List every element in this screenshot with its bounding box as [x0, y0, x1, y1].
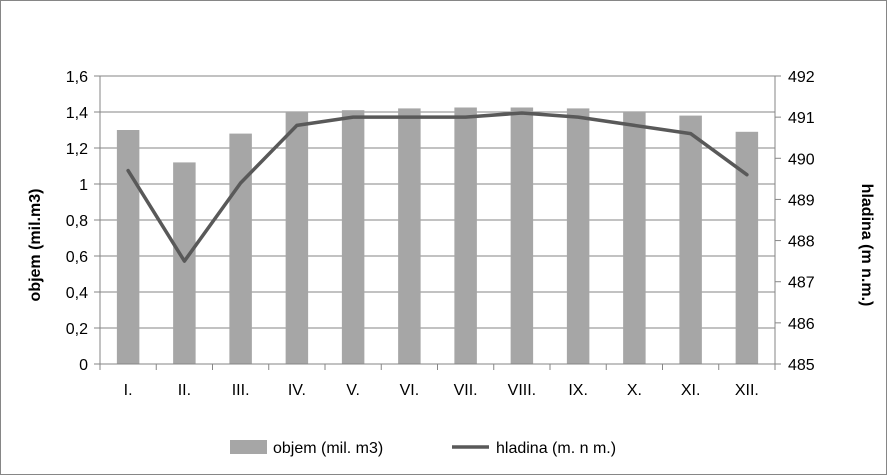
y2-tick-label: 490	[788, 151, 815, 168]
x-tick-label: VI.	[400, 382, 420, 399]
y2-tick-label: 489	[788, 192, 815, 209]
x-tick-label: II.	[178, 382, 191, 399]
x-tick-label: III.	[232, 382, 250, 399]
bar	[679, 115, 702, 364]
bar	[454, 107, 477, 364]
grid-lines	[100, 75, 775, 329]
x-tick-label: V.	[346, 382, 360, 399]
y2-tick-label: 486	[788, 316, 815, 333]
bar	[566, 108, 590, 365]
y-tick-label: 1,4	[66, 105, 88, 122]
bar	[510, 107, 534, 364]
bar	[341, 110, 365, 364]
y2-tick-label: 488	[788, 234, 815, 251]
bar	[285, 112, 309, 364]
line-series-group	[126, 111, 749, 263]
legend-label-bar: objem (mil. m3)	[273, 440, 383, 457]
x-tick-label: XI.	[681, 382, 701, 399]
line-series	[126, 111, 749, 263]
x-tick-label: IX.	[568, 382, 588, 399]
x-tick-label: VIII.	[508, 382, 536, 399]
y2-tick-label: 487	[788, 275, 815, 292]
x-tick-label: XII.	[735, 382, 759, 399]
y2-axis-title: hladina (m n.m.)	[858, 184, 875, 307]
y-tick-label: 1,6	[66, 69, 88, 86]
tick-labels: 0 0,2 0,4 0,6 0,8 1 1,2 1,4 1,6 485 486 487 488 489 49…	[66, 69, 815, 399]
x-tick-label: VII.	[454, 382, 478, 399]
legend-label-line: hladina (m. n m.)	[496, 440, 616, 457]
x-tick-label: IV.	[288, 382, 306, 399]
bar	[398, 108, 421, 365]
y-tick-label: 0,6	[66, 249, 88, 266]
y-tick-label: 1,2	[66, 141, 88, 158]
bar	[735, 131, 759, 364]
x-tick-label: I.	[124, 382, 133, 399]
legend: objem (mil. m3) hladina (m. n m.)	[230, 440, 616, 457]
axes-group	[94, 75, 781, 370]
y-tick-label: 0,2	[66, 321, 88, 338]
y-tick-label: 0,4	[66, 285, 88, 302]
y2-tick-label: 492	[788, 69, 815, 86]
y2-tick-label: 491	[788, 110, 815, 127]
y2-tick-label: 485	[788, 357, 815, 374]
y-axis-title: objem (mil.m3)	[27, 189, 44, 302]
y-tick-label: 0,8	[66, 213, 88, 230]
bar	[623, 112, 646, 364]
legend-swatch-bar	[230, 440, 267, 454]
bar	[116, 130, 140, 364]
bar	[229, 133, 252, 364]
y-tick-label: 0	[79, 357, 88, 374]
y-tick-label: 1	[79, 177, 88, 194]
bar	[173, 162, 196, 364]
bars-group	[116, 107, 759, 365]
x-tick-label: X.	[627, 382, 642, 399]
